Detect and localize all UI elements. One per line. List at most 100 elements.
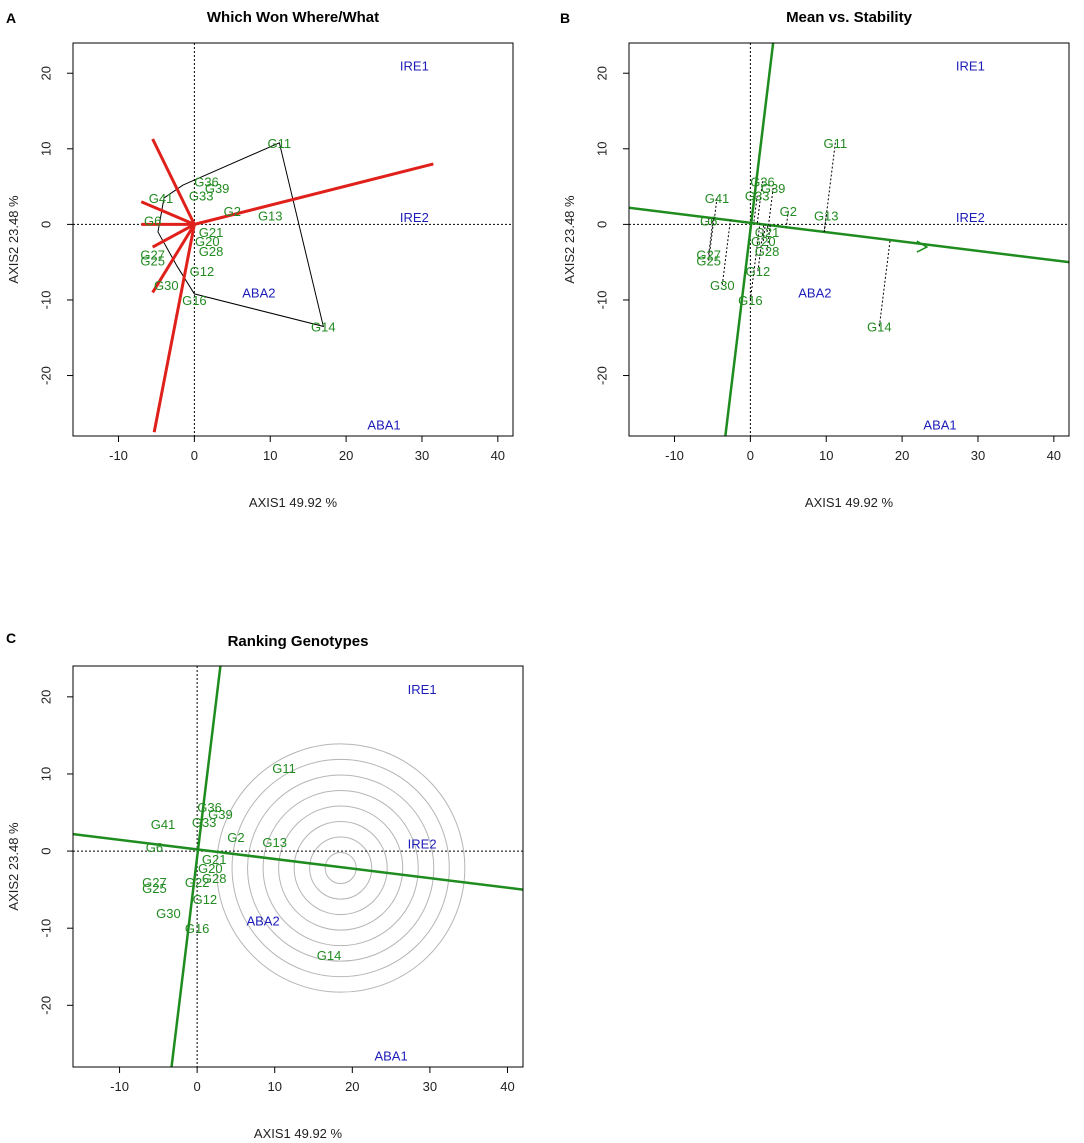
x-tick-label: -10 [665,448,684,463]
genotype-label: G20 [198,861,223,876]
genotype-label: G20 [751,234,776,249]
y-tick-label: 20 [38,66,53,80]
genotype-label: G27 [140,248,165,263]
x-tick-label: 10 [819,448,833,463]
y-tick-label: -20 [38,996,53,1015]
y-axis-label: AXIS2 23.48 % [6,822,21,911]
y-tick-label: 0 [594,221,609,228]
genotype-label: G30 [156,906,181,921]
genotype-label: G36 [197,800,222,815]
x-tick-label: 10 [263,448,277,463]
genotype-label: G11 [272,761,296,776]
concentric-circle [231,758,450,978]
environment-label: ABA2 [246,913,279,928]
genotype-label: G27 [142,875,167,890]
environment-label: IRE2 [408,836,437,851]
genotype-label: G12 [193,892,218,907]
genotype-label: G33 [192,815,217,830]
plot-frame [628,42,1070,437]
y-tick-label: 0 [38,847,53,854]
plot-area: G11G13G14G16G30G12G25G28G20G21G2G36G39G3… [73,43,513,436]
environment-label: ABA1 [923,418,956,433]
genotype-label: G20 [195,234,220,249]
x-tick-label: 20 [895,448,909,463]
projection-line [766,225,771,251]
genotype-label: G14 [867,319,892,334]
genotype-label: G22 [185,875,210,890]
x-axis-label: AXIS1 49.92 % [805,495,894,510]
genotype-label: G25 [140,254,165,269]
genotype-label: G2 [227,830,244,845]
genotype-label: G28 [199,244,224,259]
aec-arrow-icon [916,240,929,253]
projection-line [762,224,766,242]
x-tick-label: -10 [110,1079,129,1094]
genotype-label: G14 [311,319,336,334]
projection-line [785,210,789,228]
x-tick-label: 10 [267,1079,281,1094]
genotype-label: G13 [262,835,287,850]
genotype-label: G39 [761,181,786,196]
environment-label: IRE1 [956,59,985,74]
genotype-label: G33 [189,189,214,204]
genotype-label: G12 [746,264,771,279]
environment-label: IRE2 [400,210,429,225]
x-tick-label: 40 [500,1079,514,1094]
plot-frame [72,665,524,1068]
genotype-label: G33 [745,189,770,204]
y-tick-label: -20 [38,366,53,385]
y-tick-label: 10 [594,142,609,156]
x-tick-label: 20 [339,448,353,463]
genotype-label: G2 [224,204,241,219]
genotype-label: G12 [190,264,215,279]
environment-label: ABA1 [367,418,400,433]
genotype-label: G21 [202,852,227,867]
concentric-circle [216,743,466,993]
genotype-label: G25 [142,881,167,896]
genotype-label: G41 [149,191,174,206]
plot-area: G11G13G14G16G30G12G25G28G20G21G2G36G39G3… [73,666,523,1067]
y-tick-label: 20 [594,66,609,80]
x-tick-label: 30 [415,448,429,463]
projection-line [766,224,769,233]
projection-line [823,215,827,232]
genotype-label: G30 [710,278,735,293]
concentric-circle [293,820,388,916]
y-tick-label: -10 [38,291,53,310]
projection-line [823,142,836,232]
genotype-label: G39 [205,181,230,196]
x-tick-label: 40 [491,448,505,463]
environment-label: ABA2 [242,285,275,300]
x-tick-label: 30 [971,448,985,463]
genotype-label: G41 [705,191,730,206]
genotype-label: G6 [144,214,161,229]
projection-line [721,220,731,285]
genotype-label: G21 [755,225,780,240]
genotype-label: G28 [202,871,227,886]
genotype-label: G6 [146,840,163,855]
genotype-label: G36 [750,174,775,189]
concentric-circle [309,836,373,900]
aec-abscissa-line [73,832,523,891]
y-tick-label: 0 [38,221,53,228]
genotype-label: G13 [258,208,283,223]
genotype-label: G27 [696,248,721,263]
genotype-label: G16 [738,293,763,308]
environment-label: ABA2 [798,285,831,300]
concentric-circle [262,789,419,947]
genotype-label: G41 [151,817,176,832]
x-tick-label: -10 [109,448,128,463]
plot-area: G11G13G14G16G30G12G25G28G20G21G2G36G39G3… [629,43,1069,436]
genotype-label: G28 [755,244,780,259]
sector-ray [140,200,195,226]
genotype-label: G2 [780,204,797,219]
y-tick-label: 10 [38,767,53,781]
environment-label: IRE2 [956,210,985,225]
genotype-label: G25 [696,254,721,269]
genotype-label: G39 [208,807,233,822]
genotype-label: G6 [700,214,717,229]
